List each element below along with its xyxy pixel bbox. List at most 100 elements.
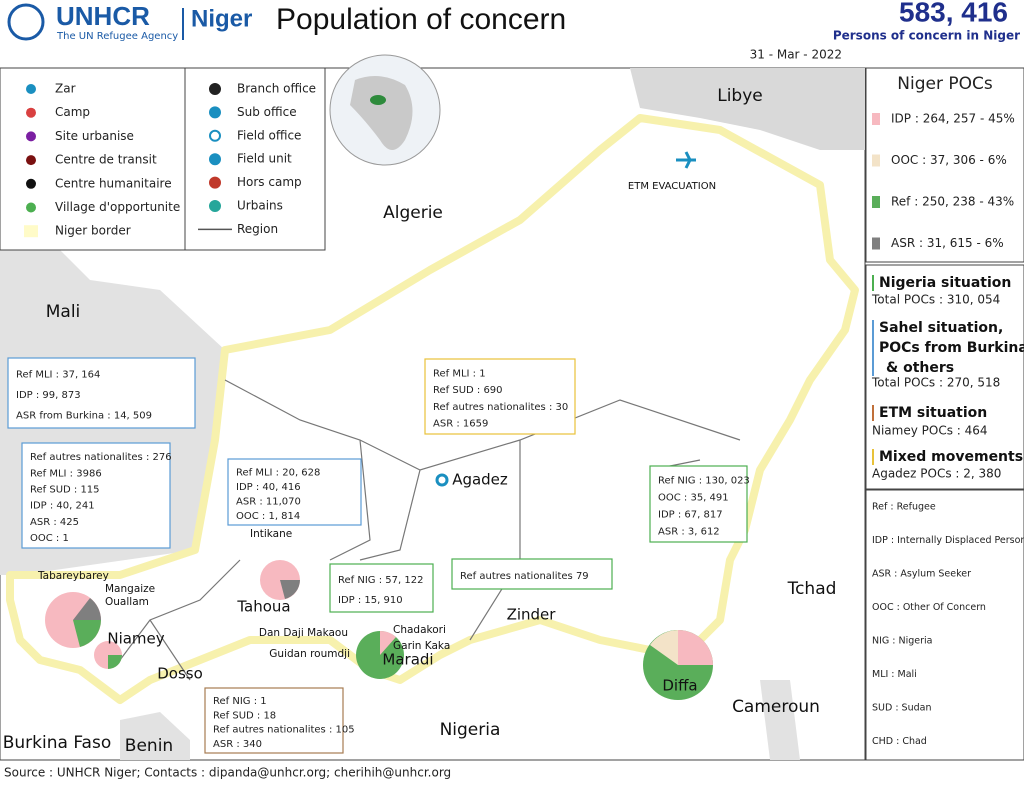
logo-emblem bbox=[7, 3, 45, 41]
legend-icon bbox=[26, 178, 36, 189]
region-label: Agadez bbox=[452, 471, 508, 489]
situation-title: Sahel situation, POCs from Burkina & other… bbox=[879, 320, 1024, 376]
situation-bar bbox=[872, 405, 874, 421]
info-line: Ref autres nationalites : 30 bbox=[433, 402, 568, 413]
region-label: Zinder bbox=[507, 606, 557, 624]
situation-bar bbox=[872, 275, 874, 291]
info-line: IDP : 40, 416 bbox=[236, 482, 301, 493]
region-label: Dosso bbox=[157, 665, 203, 683]
poc-swatch bbox=[872, 154, 880, 167]
abbreviation: SUD : Sudan bbox=[872, 703, 931, 714]
place-label: ETM EVACUATION bbox=[628, 181, 716, 192]
legend-box bbox=[0, 67, 326, 251]
legend-label: Branch office bbox=[237, 82, 316, 96]
legend-icon bbox=[26, 84, 36, 94]
legend-swatch bbox=[24, 225, 38, 238]
legend-icon bbox=[209, 106, 221, 119]
info-line: IDP : 15, 910 bbox=[338, 595, 403, 606]
benin-area bbox=[120, 712, 190, 760]
poc-label: IDP : 264, 257 - 45% bbox=[891, 112, 1015, 126]
region-label: Niamey bbox=[107, 630, 164, 648]
place-label: Guidan roumdji bbox=[269, 648, 350, 660]
info-box bbox=[329, 563, 434, 613]
legend-icon bbox=[209, 200, 221, 212]
niger-highlight bbox=[370, 95, 386, 105]
country-label: Libye bbox=[717, 86, 763, 106]
pie-tahoua bbox=[260, 560, 300, 600]
info-line: ASR : 425 bbox=[30, 517, 79, 528]
info-line: Ref NIG : 130, 023 bbox=[658, 476, 750, 487]
place-label: Intikane bbox=[250, 528, 292, 540]
info-line: IDP : 40, 241 bbox=[30, 501, 95, 512]
region-label: Diffa bbox=[662, 677, 697, 695]
place-label: Dan Daji Makaou bbox=[259, 627, 348, 639]
country-label: Benin bbox=[125, 736, 173, 756]
info-line: ASR : 11,070 bbox=[236, 496, 301, 507]
info-line: ASR : 1659 bbox=[433, 419, 488, 430]
info-box bbox=[451, 558, 613, 590]
poc-label: OOC : 37, 306 - 6% bbox=[891, 153, 1007, 167]
info-line: ASR : 340 bbox=[213, 739, 262, 750]
pocs-panel bbox=[865, 67, 1024, 263]
place-label: Garin Kaka bbox=[393, 640, 450, 652]
info-line: Ref NIG : 57, 122 bbox=[338, 575, 423, 586]
legend-label: Village d'opportunite bbox=[55, 200, 180, 214]
legend-label: Region bbox=[237, 222, 278, 236]
abbreviation: OOC : Other Of Concern bbox=[872, 602, 986, 613]
pie-diffa bbox=[643, 630, 713, 700]
info-line: Ref MLI : 37, 164 bbox=[16, 369, 100, 380]
legend-icon bbox=[26, 107, 36, 118]
info-line: Ref SUD : 115 bbox=[30, 484, 100, 495]
region-label: Maradi bbox=[382, 651, 433, 669]
info-line: ASR : 3, 612 bbox=[658, 527, 720, 538]
info-box bbox=[7, 357, 196, 429]
country-label: Cameroun bbox=[732, 697, 820, 717]
pie-niamey bbox=[45, 592, 101, 648]
info-line: Ref MLI : 3986 bbox=[30, 468, 102, 479]
legend-icon bbox=[209, 129, 221, 142]
situation-detail: Agadez POCs : 2, 380 bbox=[872, 467, 1001, 481]
legend-icon bbox=[26, 131, 36, 142]
abbreviation: NIG : Nigeria bbox=[872, 636, 933, 647]
poc-swatch bbox=[872, 237, 880, 250]
legend-icon bbox=[209, 176, 221, 189]
situation-title: Nigeria situation bbox=[879, 275, 1011, 291]
legend-label: Urbains bbox=[237, 199, 283, 213]
info-line: OOC : 35, 491 bbox=[658, 493, 729, 504]
country-label: Burkina Faso bbox=[3, 733, 111, 753]
legend-icon bbox=[209, 83, 221, 95]
legend-label: Centre humanitaire bbox=[55, 176, 172, 190]
legend-label: Zar bbox=[55, 82, 76, 96]
cameroon-area bbox=[760, 680, 800, 760]
legend-label: Hors camp bbox=[237, 175, 302, 189]
info-line: Ref autres nationalites : 276 bbox=[30, 452, 172, 463]
country-label: Tchad bbox=[787, 579, 837, 599]
info-line: IDP : 67, 817 bbox=[658, 510, 723, 521]
info-line: OOC : 1 bbox=[30, 533, 69, 544]
info-box bbox=[424, 358, 576, 435]
place-label: Tabareybarey bbox=[37, 570, 109, 582]
info-line: Ref SUD : 18 bbox=[213, 710, 276, 721]
libya-area bbox=[630, 68, 865, 150]
pocs-title: Niger POCs bbox=[897, 74, 993, 94]
info-line: Ref NIG : 1 bbox=[213, 696, 267, 707]
info-box bbox=[227, 458, 362, 526]
region-label: Tahoua bbox=[236, 598, 290, 616]
legend-label: Sub office bbox=[237, 105, 297, 119]
legend-icon bbox=[26, 155, 36, 166]
situation-detail: Niamey POCs : 464 bbox=[872, 424, 988, 438]
abbreviation: MLI : Mali bbox=[872, 669, 917, 680]
info-line: Ref MLI : 20, 628 bbox=[236, 467, 320, 478]
legend-label: Field office bbox=[237, 128, 301, 142]
info-line: Ref MLI : 1 bbox=[433, 368, 486, 379]
situation-detail: Total POCs : 270, 518 bbox=[871, 376, 1000, 390]
legend-label: Camp bbox=[55, 105, 90, 119]
total: 583, 416 bbox=[899, 0, 1008, 27]
abbreviation: IDP : Internally Displaced Person bbox=[872, 535, 1024, 546]
situation-title: Mixed movements bbox=[879, 449, 1023, 465]
info-line: OOC : 1, 814 bbox=[236, 511, 300, 522]
info-line: Ref SUD : 690 bbox=[433, 385, 503, 396]
info-box bbox=[204, 687, 344, 754]
poc-label: ASR : 31, 615 - 6% bbox=[891, 236, 1004, 250]
situation-title: ETM situation bbox=[879, 405, 987, 421]
